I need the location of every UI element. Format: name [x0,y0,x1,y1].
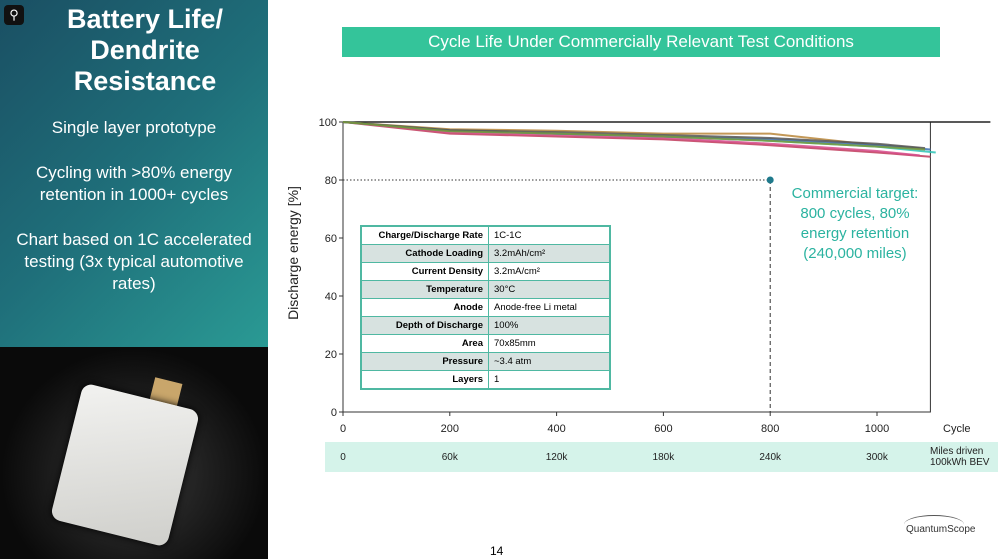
param-row: Temperature 30°C [360,280,611,299]
param-row: Layers 1 [360,370,611,390]
param-row: Depth of Discharge 100% [360,316,611,335]
param-value: 70x85mm [488,334,611,353]
param-row: Cathode Loading 3.2mAh/cm² [360,244,611,263]
y-axis-label: Discharge energy [%] [285,186,301,320]
x-tick-label: 600 [654,423,672,435]
x-tick-label: 800 [761,423,779,435]
miles-band [325,442,998,472]
param-label: Area [360,334,489,353]
param-label: Temperature [360,280,489,299]
x-tick-label: 200 [441,423,459,435]
miles-tick-label: 120k [545,452,568,463]
series-line [342,121,926,150]
y-tick-label: 100 [319,117,337,129]
magnifier-icon[interactable]: ⚲ [4,5,24,25]
series-line [342,121,926,151]
slide-title: Battery Life/ Dendrite Resistance [66,4,224,96]
param-row: Charge/Discharge Rate 1C-1C [360,225,611,245]
param-value: 100% [488,316,611,335]
target-annotation: Commercial target: 800 cycles, 80% energ… [791,185,919,262]
x-tick-label: 0 [340,423,346,435]
x-axis-label: Cycle [943,423,971,435]
param-label: Depth of Discharge [360,316,489,335]
test-parameters-table: Charge/Discharge Rate 1C-1C Cathode Loadin… [360,225,611,390]
chart-title: Cycle Life Under Commercially Relevant T… [342,27,940,57]
quantumscape-logo: QuantumScope [906,524,976,535]
bullet-2: Cycling with >80% energy retention in 10… [35,163,233,204]
param-label: Cathode Loading [360,244,489,263]
x-tick-label: 1000 [865,423,889,435]
y-tick-label: 20 [325,349,337,361]
param-row: Area 70x85mm [360,334,611,353]
miles-tick-label: 180k [652,452,675,463]
param-value: 30°C [488,280,611,299]
y-tick-label: 80 [325,175,337,187]
miles-axis-label: Miles driven 100kWh BEV [930,446,990,468]
param-label: Pressure [360,352,489,371]
miles-tick-label: 0 [340,452,346,463]
miles-tick-label: 240k [759,452,782,463]
bullet-1: Single layer prototype [51,118,217,137]
param-row: Anode Anode-free Li metal [360,298,611,317]
param-label: Anode [360,298,489,317]
bullet-3: Chart based on 1C accelerated testing (3… [16,230,252,293]
param-value: Anode-free Li metal [488,298,611,317]
logo-arc [904,515,964,534]
miles-tick-label: 300k [866,452,888,463]
miles-tick-label: 60k [441,452,458,463]
param-value: 1 [488,370,611,390]
param-label: Layers [360,370,489,390]
param-label: Charge/Discharge Rate [360,225,489,245]
y-tick-label: 0 [331,407,337,419]
left-panel: ⚲ Battery Life/ Dendrite Resistance Sing… [0,0,268,347]
target-point [766,176,774,184]
param-value: ~3.4 atm [488,352,611,371]
param-value: 3.2mA/cm² [488,262,611,281]
param-value: 3.2mAh/cm² [488,244,611,263]
series-line [342,121,931,158]
param-row: Pressure ~3.4 atm [360,352,611,371]
param-row: Current Density 3.2mA/cm² [360,262,611,281]
y-tick-label: 60 [325,233,337,245]
page-number: 14 [490,544,504,558]
param-label: Current Density [360,262,489,281]
param-value: 1C-1C [488,225,611,245]
x-tick-label: 400 [547,423,565,435]
y-tick-label: 40 [325,291,337,303]
